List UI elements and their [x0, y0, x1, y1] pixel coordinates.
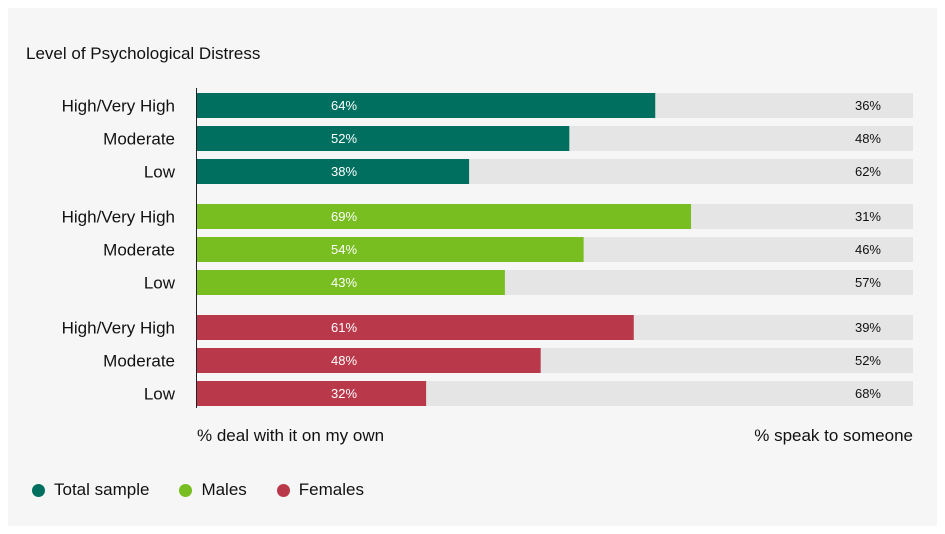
data-label-speak-to-someone: 31% — [855, 209, 881, 224]
category-label: Moderate — [103, 352, 175, 371]
bar-deal-on-own — [197, 126, 570, 151]
category-label: High/Very High — [62, 319, 175, 338]
data-label-speak-to-someone: 57% — [855, 275, 881, 290]
data-label-speak-to-someone: 48% — [855, 131, 881, 146]
bar-deal-on-own — [197, 204, 692, 229]
bar-deal-on-own — [197, 348, 541, 373]
category-label: High/Very High — [62, 97, 175, 116]
data-label-deal-on-own: 69% — [331, 209, 357, 224]
data-label-speak-to-someone: 36% — [855, 98, 881, 113]
legend-swatch — [179, 483, 193, 497]
category-label: High/Very High — [62, 208, 175, 227]
data-label-deal-on-own: 61% — [331, 320, 357, 335]
data-label-speak-to-someone: 62% — [855, 164, 881, 179]
legend-swatch — [276, 483, 290, 497]
bar-deal-on-own — [197, 93, 656, 118]
data-label-speak-to-someone: 52% — [855, 353, 881, 368]
category-label: Low — [144, 385, 176, 404]
category-label: Moderate — [103, 241, 175, 260]
bar-deal-on-own — [197, 315, 634, 340]
chart-title: Level of Psychological Distress — [26, 44, 261, 63]
bar-deal-on-own — [197, 159, 470, 184]
data-label-speak-to-someone: 68% — [855, 386, 881, 401]
category-label: Moderate — [103, 130, 175, 149]
legend-item-males: Males — [179, 480, 247, 500]
data-label-speak-to-someone: 46% — [855, 242, 881, 257]
bar-deal-on-own — [197, 270, 505, 295]
data-label-deal-on-own: 43% — [331, 275, 357, 290]
bar-deal-on-own — [197, 237, 584, 262]
data-label-deal-on-own: 52% — [331, 131, 357, 146]
legend-label: Total sample — [54, 480, 150, 499]
right-axis-note: % speak to someone — [754, 426, 913, 445]
category-label: Low — [144, 163, 176, 182]
category-label: Low — [144, 274, 176, 293]
legend-label: Males — [201, 480, 247, 499]
legend-swatch — [32, 483, 45, 497]
bar-deal-on-own — [197, 381, 427, 406]
data-label-deal-on-own: 48% — [331, 353, 357, 368]
data-label-deal-on-own: 54% — [331, 242, 357, 257]
legend-item-total-sample: Total sample — [32, 480, 149, 500]
data-label-deal-on-own: 64% — [331, 98, 357, 113]
legend-item-females: Females — [276, 480, 364, 500]
data-label-deal-on-own: 38% — [331, 164, 357, 179]
left-axis-note: % deal with it on my own — [197, 426, 385, 445]
data-label-deal-on-own: 32% — [331, 386, 357, 401]
data-label-speak-to-someone: 39% — [855, 320, 881, 335]
legend: Total sample Males Females — [32, 480, 394, 500]
legend-label: Females — [298, 480, 364, 499]
